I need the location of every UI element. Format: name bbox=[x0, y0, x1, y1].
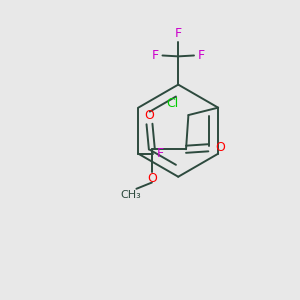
Text: O: O bbox=[144, 109, 154, 122]
Text: F: F bbox=[175, 27, 182, 40]
Text: F: F bbox=[157, 147, 164, 160]
Text: CH₃: CH₃ bbox=[121, 190, 141, 200]
Text: O: O bbox=[215, 141, 225, 154]
Text: O: O bbox=[147, 172, 157, 185]
Text: F: F bbox=[152, 49, 159, 62]
Text: Cl: Cl bbox=[166, 97, 178, 110]
Text: F: F bbox=[197, 49, 204, 62]
